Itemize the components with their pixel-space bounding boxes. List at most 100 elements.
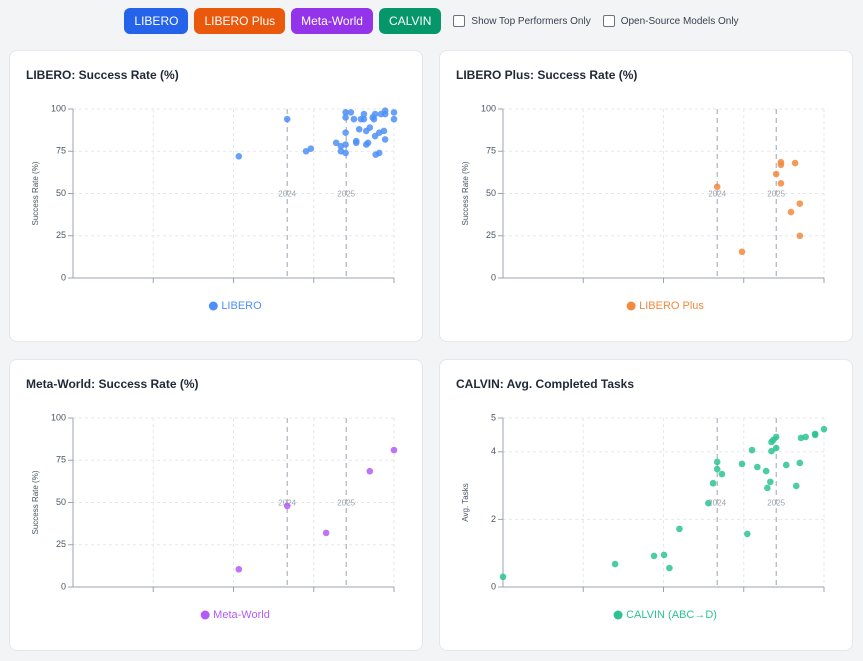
- data-point: [738, 460, 746, 468]
- data-point: [611, 560, 619, 568]
- data-point: [342, 109, 349, 116]
- chart-panel: CALVIN: Avg. Completed Tasks Avg. Tasks 0 2…: [439, 359, 853, 651]
- legend-marker: [626, 301, 636, 311]
- y-tick-label: 0: [491, 272, 496, 282]
- y-tick-label: 100: [51, 103, 66, 113]
- data-point: [772, 433, 780, 441]
- data-point: [370, 115, 378, 123]
- annotation-label: 2025: [337, 499, 355, 508]
- data-point: [499, 573, 507, 581]
- chart-title: LIBERO Plus: Success Rate (%): [456, 68, 637, 82]
- chart: Meta-World: Success Rate (%) Success Rate…: [26, 377, 398, 621]
- legend-label: LIBERO Plus: [639, 300, 704, 312]
- data-point: [767, 478, 774, 486]
- data-point: [791, 159, 799, 167]
- data-point: [357, 115, 365, 123]
- data-point: [350, 115, 358, 123]
- data-point: [676, 525, 683, 533]
- chart-panel: Meta-World: Success Rate (%) Success Rate…: [9, 359, 423, 651]
- annotation-label: 2024: [708, 190, 726, 199]
- y-tick-label: 100: [51, 412, 66, 422]
- data-point: [355, 125, 363, 133]
- y-tick-label: 75: [56, 146, 66, 156]
- data-point: [381, 110, 389, 118]
- data-point: [762, 467, 770, 475]
- data-point: [820, 425, 828, 433]
- annotation-label: 2024: [708, 499, 726, 508]
- y-tick-label: 4: [491, 446, 496, 456]
- annotation-label: 2025: [767, 190, 785, 199]
- y-tick-label: 25: [486, 230, 496, 240]
- y-tick-label: 50: [486, 188, 496, 198]
- data-point: [777, 161, 785, 169]
- y-axis-label: Success Rate (%): [31, 161, 40, 225]
- y-tick-label: 0: [61, 581, 66, 591]
- legend-marker: [200, 610, 210, 620]
- data-point: [366, 467, 374, 475]
- data-point: [362, 141, 370, 148]
- legend-marker: [613, 610, 623, 620]
- data-point: [650, 552, 658, 560]
- data-point: [764, 484, 771, 492]
- filter-button[interactable]: CALVIN: [378, 8, 442, 34]
- chart: LIBERO Plus: Success Rate (%) Success Rat…: [456, 68, 825, 312]
- data-point: [709, 479, 717, 487]
- checkbox[interactable]: [602, 15, 615, 27]
- y-tick-label: 25: [56, 539, 66, 549]
- y-tick-label: 100: [481, 103, 496, 113]
- filter-button[interactable]: LIBERO Plus: [194, 8, 286, 34]
- data-point: [660, 551, 668, 559]
- y-tick-label: 0: [61, 272, 66, 282]
- data-point: [768, 447, 775, 455]
- y-axis-label: Success Rate (%): [461, 161, 470, 225]
- legend-label: Meta-World: [213, 609, 270, 621]
- y-tick-label: 5: [491, 412, 496, 422]
- chart: CALVIN: Avg. Completed Tasks Avg. Tasks 0 2…: [456, 377, 828, 621]
- y-axis-label: Success Rate (%): [31, 470, 40, 534]
- data-point: [342, 114, 349, 121]
- checkbox[interactable]: [453, 15, 466, 27]
- legend-marker: [208, 301, 218, 311]
- filter-button[interactable]: Meta-World: [291, 8, 373, 34]
- y-tick-label: 75: [56, 455, 66, 465]
- chart: LIBERO: Success Rate (%) Success Rate (%)…: [26, 68, 398, 312]
- chart-title: CALVIN: Avg. Completed Tasks: [456, 377, 634, 391]
- data-point: [371, 110, 379, 118]
- y-tick-label: 50: [56, 497, 66, 507]
- data-point: [792, 482, 800, 490]
- data-point: [748, 446, 756, 454]
- y-tick-label: 0: [491, 581, 496, 591]
- data-point: [390, 109, 398, 116]
- data-point: [666, 564, 673, 572]
- data-point: [375, 149, 383, 157]
- legend-label: CALVIN (ABC→D): [626, 609, 717, 621]
- data-point: [235, 565, 243, 573]
- data-point: [283, 115, 291, 123]
- filter-button[interactable]: LIBERO: [124, 8, 189, 34]
- data-point: [811, 431, 819, 439]
- data-point: [342, 149, 349, 157]
- data-point: [366, 124, 374, 131]
- data-point: [381, 136, 389, 143]
- annotation-label: 2024: [278, 190, 296, 199]
- annotation-label: 2025: [767, 499, 785, 508]
- data-point: [390, 446, 398, 454]
- y-tick-label: 75: [486, 146, 496, 156]
- data-point: [352, 139, 360, 147]
- data-point: [342, 129, 349, 136]
- checkbox-option[interactable]: Show Top Performers Only: [453, 15, 591, 27]
- data-point: [718, 470, 726, 478]
- data-point: [782, 461, 790, 469]
- data-point: [713, 465, 721, 473]
- y-tick-label: 50: [56, 188, 66, 198]
- data-point: [713, 458, 721, 466]
- checkbox-label: Show Top Performers Only: [471, 15, 591, 27]
- chart-title: Meta-World: Success Rate (%): [26, 377, 198, 391]
- data-point: [796, 459, 804, 467]
- data-point: [802, 433, 810, 441]
- checkbox-option[interactable]: Open-Source Models Only: [602, 15, 739, 27]
- data-point: [342, 141, 349, 148]
- data-point: [772, 444, 780, 452]
- annotation-label: 2025: [337, 190, 355, 199]
